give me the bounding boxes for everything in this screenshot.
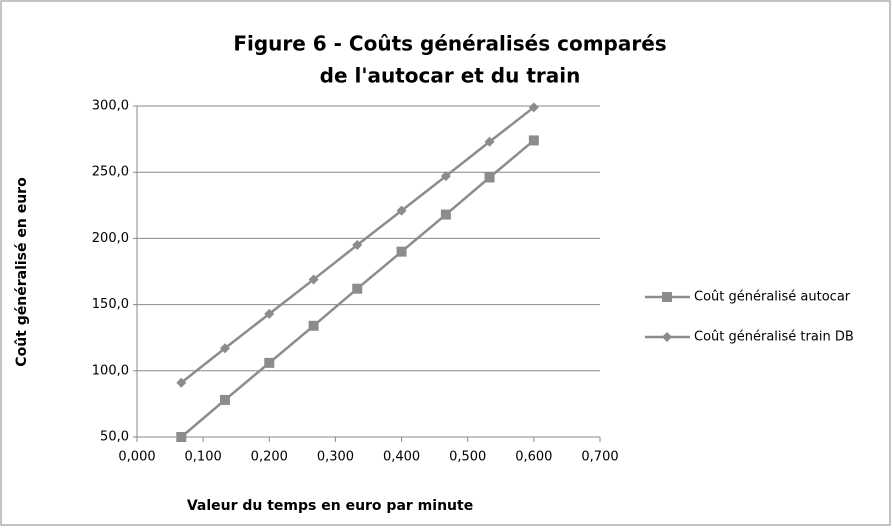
marker [528, 102, 539, 113]
x-tick-label: 0,400 [383, 450, 420, 465]
x-tick-label: 0,700 [581, 450, 618, 465]
y-tick-label: 250,0 [92, 165, 129, 180]
marker [484, 172, 495, 183]
marker [440, 171, 451, 182]
y-tick-label: 50,0 [100, 430, 129, 445]
x-tick-label: 0,600 [515, 450, 552, 465]
y-axis-title: Coût généralisé en euro [14, 177, 30, 367]
marker [528, 135, 539, 146]
marker [440, 209, 451, 220]
marker [396, 205, 407, 216]
marker [264, 308, 275, 319]
legend-marker [662, 292, 672, 302]
x-tick-label: 0,000 [118, 450, 155, 465]
marker [308, 274, 319, 285]
marker [484, 136, 495, 147]
x-tick-label: 0,500 [449, 450, 486, 465]
marker [176, 377, 187, 388]
y-tick-label: 100,0 [92, 363, 129, 378]
x-tick-label: 0,300 [317, 450, 354, 465]
marker [219, 343, 230, 354]
x-axis-title: Valeur du temps en euro par minute [187, 498, 473, 514]
marker [396, 246, 407, 257]
marker [264, 357, 275, 368]
marker [219, 394, 230, 405]
marker [352, 283, 363, 294]
marker [308, 320, 319, 331]
y-tick-label: 200,0 [92, 231, 129, 246]
x-tick-label: 0,200 [251, 450, 288, 465]
y-tick-label: 150,0 [92, 297, 129, 312]
chart-title: Figure 6 - Coûts généralisés comparés [233, 32, 666, 56]
marker [352, 240, 363, 251]
marker [176, 432, 187, 442]
legend-label: Coût généralisé autocar [694, 290, 851, 305]
legend-marker [662, 332, 672, 342]
chart-title: de l'autocar et du train [320, 64, 581, 88]
x-tick-label: 0,100 [185, 450, 222, 465]
legend-label: Coût généralisé train DB [694, 330, 854, 345]
y-tick-label: 300,0 [92, 99, 129, 114]
